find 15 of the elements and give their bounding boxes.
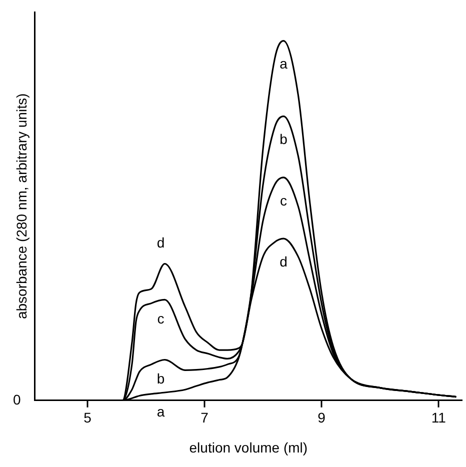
series-label: c [280,192,288,208]
series-label: d [280,253,288,270]
text: c [157,310,164,327]
x-tick-label: 9 [318,410,326,426]
text: d [156,234,165,251]
text: a [156,403,165,420]
x-tick-label: 5 [84,410,92,426]
x-tick-label: 7 [200,410,209,426]
x-axis-title: elution volume (ml) [189,439,308,456]
text: 0 [13,391,22,408]
series-label: a [280,56,288,72]
x-tick-label: 11 [431,410,446,426]
y-axis-title: absorbance (280 nm, arbitrary units) [13,93,30,320]
series-label: b [280,131,288,148]
text: b [156,370,165,387]
